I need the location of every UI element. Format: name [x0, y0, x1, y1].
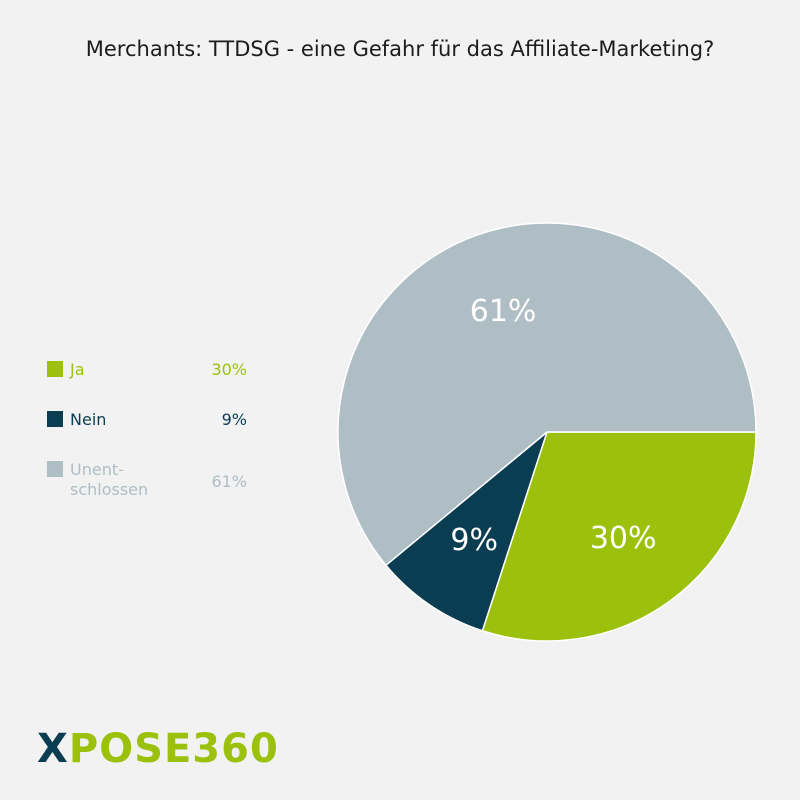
- legend-value-nein: 9%: [221, 410, 247, 429]
- chart-title: Merchants: TTDSG - eine Gefahr für das A…: [85, 37, 715, 61]
- legend-value-ja: 30%: [211, 360, 247, 379]
- legend-swatch-nein: [47, 411, 63, 427]
- legend-label-nein: Nein: [70, 410, 107, 429]
- pie-slice-nein[interactable]: [384, 429, 549, 632]
- legend-label-unentschlossen: Unent- schlossen: [70, 460, 149, 499]
- pie-label-ja: 30%: [590, 521, 657, 556]
- legend-label-ja: Ja: [70, 360, 85, 379]
- xpose360-logo: XPOSE360: [37, 726, 279, 772]
- pie-slice-unentschlossen[interactable]: [337, 222, 757, 567]
- logo-part-x: X: [37, 726, 69, 772]
- pie-label-nein: 9%: [450, 523, 498, 558]
- pie-slice-ja[interactable]: [481, 431, 757, 642]
- logo-part-pose360: POSE360: [68, 726, 279, 772]
- legend-swatch-unentschlossen: [47, 461, 63, 477]
- legend-value-unentschlossen: 61%: [211, 472, 247, 491]
- legend-swatch-ja: [47, 361, 63, 377]
- pie-label-unentschlossen: 61%: [470, 294, 537, 329]
